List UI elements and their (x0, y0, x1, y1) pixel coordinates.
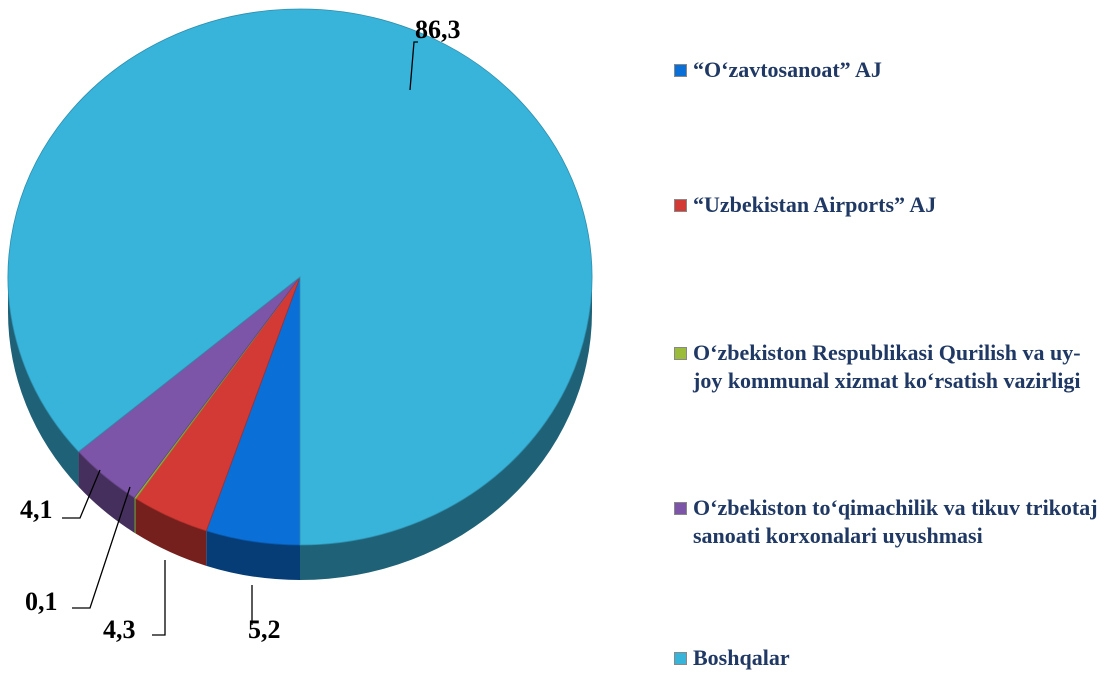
pie-area: 5,2 4,3 0,1 4,1 86,3 (7, 8, 593, 644)
legend-swatch (674, 199, 687, 212)
legend-label: “O‘zavtosanoat” AJ (693, 57, 882, 82)
legend-label: Boshqalar (693, 645, 790, 670)
legend-label: “Uzbekistan Airports” AJ (693, 192, 937, 217)
legend-item: “O‘zavtosanoat” AJ (674, 56, 1114, 84)
leader-line (152, 560, 166, 636)
leader-line (62, 469, 101, 519)
legend-item: O‘zbekiston Respublikasi Qurilish va uy-… (674, 339, 1114, 395)
data-label: 5,2 (248, 615, 281, 644)
leader-line (72, 486, 131, 609)
slice-side (135, 498, 207, 566)
data-label: 4,1 (20, 495, 53, 524)
data-label: 4,3 (103, 615, 136, 644)
legend-swatch (674, 502, 687, 515)
data-label: 86,3 (415, 15, 461, 44)
legend-swatch (674, 652, 687, 665)
slice-side (206, 530, 300, 580)
legend-swatch (674, 347, 687, 360)
legend-swatch (674, 64, 687, 77)
legend-item: O‘zbekiston to‘qimachilik va tikuv triko… (674, 494, 1114, 550)
pie-sides (8, 277, 592, 580)
slice (7, 8, 593, 546)
legend-label: O‘zbekiston to‘qimachilik va tikuv triko… (693, 495, 1098, 548)
slice-side (300, 277, 592, 580)
data-label: 0,1 (25, 587, 58, 616)
legend-item: Boshqalar (674, 644, 1114, 672)
legend-label: O‘zbekiston Respublikasi Qurilish va uy-… (693, 340, 1081, 393)
slice-side (8, 277, 79, 487)
legend-item: “Uzbekistan Airports” AJ (674, 191, 1114, 219)
leader-line (409, 41, 418, 91)
slice-side (78, 451, 135, 533)
slice-side (134, 497, 136, 534)
